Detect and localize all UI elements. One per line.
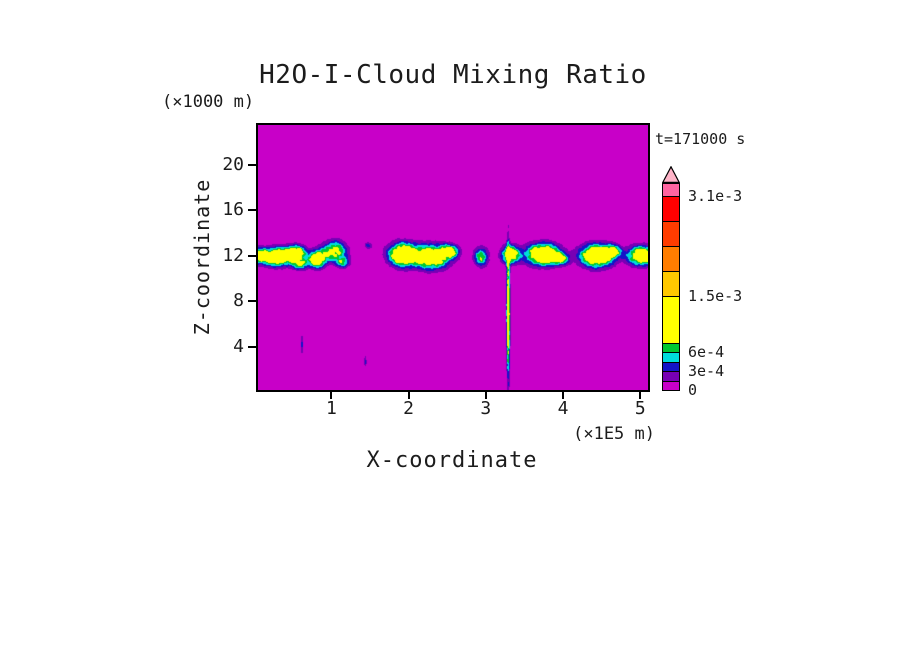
y-tick-mark [248, 254, 256, 257]
x-axis-unit-label: (×1E5 m) [573, 424, 655, 444]
colorbar-segment [662, 296, 680, 345]
y-tick-label: 16 [222, 199, 244, 221]
colorbar-segment [662, 343, 680, 354]
y-tick-mark [248, 300, 256, 303]
colorbar-segment [662, 220, 680, 247]
colorbar-segment [662, 271, 680, 298]
colorbar-segment [662, 371, 680, 382]
colorbar-segment [662, 352, 680, 363]
colorbar-tick-label: 6e-4 [688, 343, 725, 362]
y-tick-label: 12 [222, 244, 244, 266]
x-tick-label: 3 [480, 398, 492, 419]
x-axis-label: X-coordinate [366, 448, 538, 473]
x-tick-mark [562, 392, 565, 399]
colorbar-tick-label: 1.5e-3 [688, 287, 743, 306]
y-tick-mark [248, 209, 256, 212]
x-tick-mark [330, 392, 333, 399]
y-tick-label: 8 [233, 290, 244, 312]
y-axis-unit-label: (×1000 m) [162, 92, 255, 112]
time-annotation: t=171000 s [655, 130, 746, 148]
x-tick-mark [484, 392, 487, 399]
contour-field-canvas [258, 125, 648, 390]
x-tick-mark [639, 392, 642, 399]
y-tick-mark [248, 345, 256, 348]
x-tick-label: 2 [403, 398, 415, 419]
y-tick-label: 4 [233, 335, 244, 357]
x-tick-label: 5 [634, 398, 646, 419]
x-tick-label: 1 [325, 398, 337, 419]
chart-title: H2O-I-Cloud Mixing Ratio [259, 60, 647, 90]
x-tick-label: 4 [557, 398, 569, 419]
x-tick-mark [407, 392, 410, 399]
colorbar-segment [662, 246, 680, 273]
colorbar-tick-label: 3.1e-3 [688, 186, 743, 205]
colorbar-tick-label: 0 [688, 381, 698, 399]
colorbar-tick-label: 3e-4 [688, 362, 725, 381]
colorbar-segment [662, 183, 680, 197]
colorbar-overflow-arrow [662, 166, 680, 184]
colorbar-segment [662, 380, 680, 391]
y-tick-mark [248, 163, 256, 166]
y-tick-label: 20 [222, 153, 244, 175]
plot-area [256, 123, 650, 392]
colorbar-segment [662, 361, 680, 373]
colorbar-segment [662, 195, 680, 222]
